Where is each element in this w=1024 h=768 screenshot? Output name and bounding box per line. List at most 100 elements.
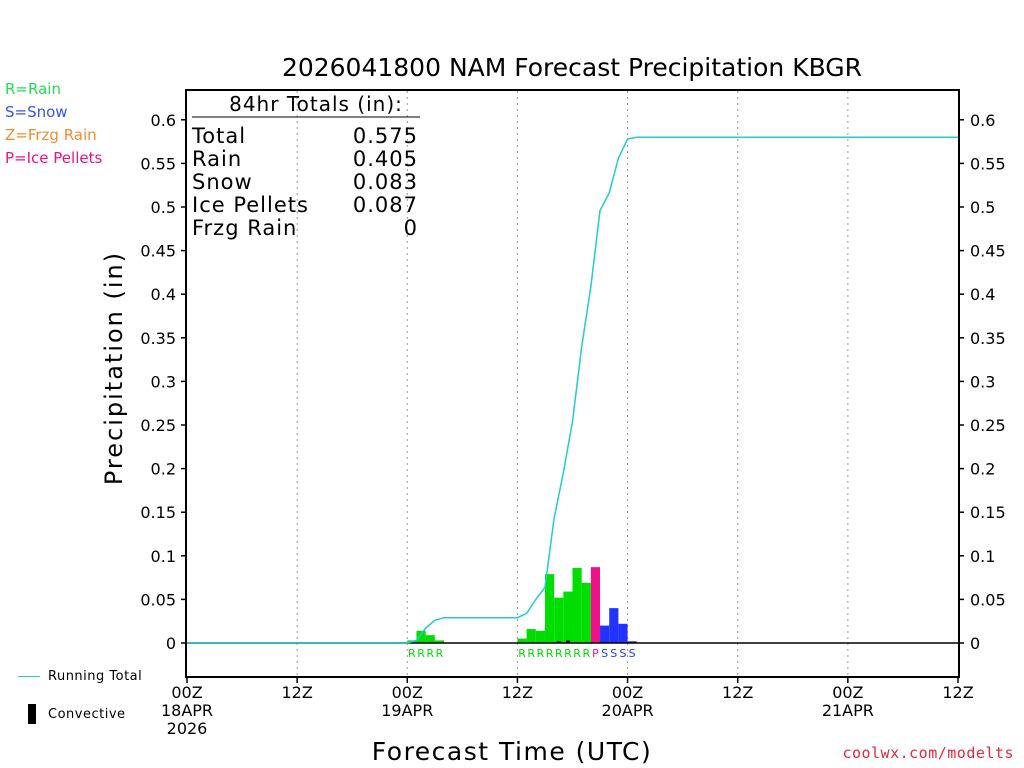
totals-heading: 84hr Totals (in): (229, 92, 403, 116)
precip-type-letter: R (573, 647, 581, 660)
precip-bar (425, 635, 435, 643)
x-tick-label: 12Z (502, 683, 533, 702)
x-tick-label: 00Z (832, 683, 863, 702)
x-tick-label: 20APR (602, 701, 654, 720)
precip-type-letter: S (619, 647, 626, 660)
precip-bar (590, 567, 601, 643)
convective-bar (556, 641, 561, 643)
y-axis-label: Precipitation (in) (100, 251, 128, 485)
precip-bar (517, 638, 527, 643)
y-tick-label-right: 0.5 (970, 198, 995, 217)
y-tick-label-left: 0.6 (151, 111, 176, 130)
legend-frzg-rain: Z=Frzg Rain (5, 126, 97, 144)
y-tick-label-right: 0.2 (970, 460, 995, 479)
precip-type-letter: R (408, 647, 416, 660)
totals-row-value: 0.405 (353, 147, 418, 171)
x-tick-label: 19APR (381, 701, 433, 720)
precip-bar (434, 640, 444, 643)
plot-frame (185, 89, 960, 678)
totals-row-value: 0.083 (353, 170, 418, 194)
y-tick-label-left: 0.4 (151, 285, 176, 304)
x-tick-label: 12Z (281, 683, 312, 702)
precip-type-letter: R (527, 647, 535, 660)
precip-type-letter: R (537, 647, 545, 660)
precip-type-letter: R (564, 647, 572, 660)
precip-bar (554, 597, 564, 643)
y-tick-label-right: 0.35 (970, 329, 1006, 348)
precip-type-letter: R (582, 647, 590, 660)
totals-row-value: 0.087 (353, 193, 418, 217)
precip-bar (544, 574, 555, 643)
y-tick-label-right: 0.55 (970, 154, 1006, 173)
convective-series (556, 640, 570, 643)
precip-bar (609, 608, 619, 643)
y-tick-label-right: 0.4 (970, 285, 995, 304)
precip-type-letter: S (601, 647, 608, 660)
legend-running-total: Running Total (18, 669, 142, 684)
y-tick-label-left: 0.05 (140, 590, 176, 609)
precip-type-letter: R (426, 647, 434, 660)
x-axis-label: Forecast Time (UTC) (372, 737, 652, 766)
y-axis-right: 0 0.05 0.1 0.15 0.2 0.25 0.3 0.35 0.4 0.45 0.5 0.55… (958, 111, 1006, 653)
y-tick-label-left: 0.25 (140, 416, 176, 435)
precip-type-letter: S (610, 647, 617, 660)
precip-bar (618, 623, 628, 643)
convective-label: Convective (48, 706, 126, 722)
totals-row-value: 0.575 (353, 124, 418, 148)
precip-bar (600, 625, 610, 643)
y-tick-label-right: 0.05 (970, 590, 1006, 609)
legend-rain: R=Rain (5, 80, 61, 98)
precip-bar (563, 591, 573, 643)
legend-convective: Convective (28, 704, 126, 724)
x-tick-label: 12Z (722, 683, 753, 702)
y-tick-label-right: 0.25 (970, 416, 1006, 435)
y-tick-label-right: 0.6 (970, 111, 995, 130)
precip-bar (581, 582, 591, 643)
x-tick-label: 2026 (167, 719, 208, 738)
precip-bar (535, 630, 545, 643)
running-total-label: Running Total (48, 669, 143, 684)
x-tick-label: 00Z (171, 683, 202, 702)
totals-row-label: Frzg Rain (192, 216, 297, 240)
y-tick-label-left: 0.55 (140, 154, 176, 173)
convective-bar (566, 640, 570, 643)
precip-type-letter: R (546, 647, 554, 660)
y-tick-label-left: 0.1 (151, 547, 176, 566)
y-tick-label-left: 0.15 (140, 503, 176, 522)
x-tick-label: 18APR (161, 701, 213, 720)
totals-row-label: Rain (192, 147, 242, 171)
precip-bar (627, 641, 637, 643)
precip-type-letter: R (417, 647, 425, 660)
precip-type-letter: P (592, 647, 599, 660)
convective-swatch (28, 704, 36, 724)
y-tick-label-right: 0.45 (970, 242, 1006, 261)
y-tick-label-right: 0 (970, 634, 980, 653)
y-tick-label-right: 0.15 (970, 503, 1006, 522)
x-tick-label: 00Z (612, 683, 643, 702)
y-tick-label-left: 0.2 (151, 460, 176, 479)
totals-row-value: 0 (404, 216, 418, 240)
y-axis-left: 0 0.05 0.1 0.15 0.2 0.25 0.3 0.35 0.4 0.45 0.5 0.55… (140, 111, 187, 653)
precip-type-letter: S (629, 647, 636, 660)
precip-bar (572, 568, 582, 643)
running-total-swatch (18, 676, 40, 677)
totals-row-label: Total (191, 124, 246, 148)
y-tick-label-left: 0.5 (151, 198, 176, 217)
totals-row-label: Ice Pellets (192, 193, 309, 217)
legend-snow: S=Snow (5, 103, 68, 121)
y-tick-label-left: 0 (166, 634, 176, 653)
y-tick-label-left: 0.3 (151, 372, 176, 391)
precip-type-letter: R (436, 647, 444, 660)
source-url[interactable]: coolwx.com/modelts (842, 744, 1014, 762)
precip-type-letter: R (555, 647, 563, 660)
chart-title: 2026041800 NAM Forecast Precipitation KB… (282, 53, 862, 82)
x-tick-label: 00Z (392, 683, 423, 702)
totals-box: 84hr Totals (in): Total 0.575 Rain 0.405 Sno… (191, 92, 420, 240)
bar-series (407, 567, 637, 643)
precip-bar (526, 629, 536, 643)
x-tick-label: 21APR (822, 701, 874, 720)
y-tick-label-left: 0.35 (140, 329, 176, 348)
